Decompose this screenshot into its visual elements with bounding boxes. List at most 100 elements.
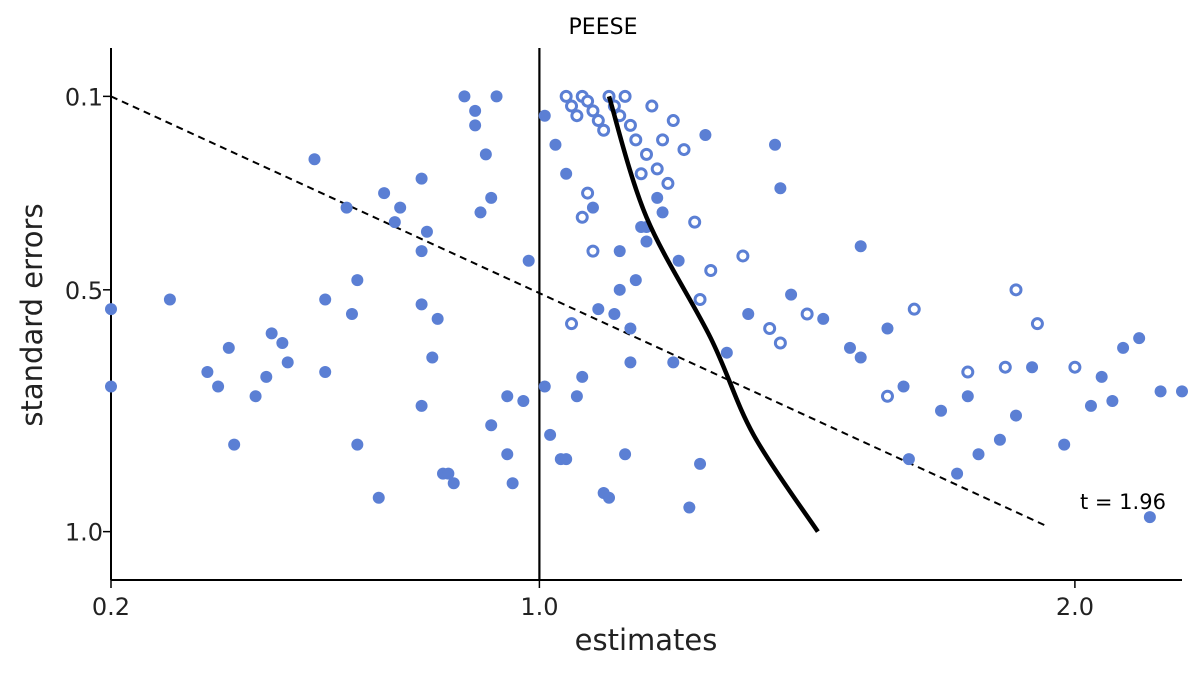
filled-point [1176,385,1188,398]
filled-point [972,448,985,461]
filled-point [1095,370,1108,383]
hollow-point [565,99,579,113]
filled-point [281,356,294,369]
filled-point [474,206,487,219]
hollow-point [880,389,894,403]
hollow-point [575,210,589,224]
x-tick-label: 2.0 [1056,593,1094,621]
hollow-point [591,114,605,128]
filled-point [431,312,444,325]
filled-point [951,467,964,480]
filled-point [479,148,492,161]
filled-point [613,283,626,296]
filled-point [538,380,551,393]
hollow-point [656,133,670,147]
filled-point [1106,395,1119,408]
hollow-point [618,89,632,103]
hollow-point [661,176,675,190]
filled-point [105,303,117,316]
filled-point [394,201,407,214]
axes [110,48,1182,581]
filled-point [544,428,557,441]
filled-point [201,366,214,379]
hollow-point [677,143,691,157]
hollow-point [907,302,921,316]
hollow-point [645,99,659,113]
filled-point [619,448,632,461]
hollow-point [581,186,595,200]
filled-point [447,477,460,490]
filled-point [249,390,262,403]
filled-point [522,254,535,267]
peese-curve-group [606,95,820,533]
filled-point [785,288,798,301]
hollow-point [1009,283,1023,297]
hollow-point [634,167,648,181]
y-tick-label: 1.0 [65,519,103,547]
filled-point [629,274,642,287]
filled-point [415,298,428,311]
filled-point [426,351,439,364]
filled-point [576,370,589,383]
filled-point [506,477,519,490]
filled-point [538,109,551,122]
hollow-point [565,317,579,331]
filled-point [105,380,117,393]
filled-point [163,293,176,306]
hollow-point [597,123,611,137]
filled-point [212,380,225,393]
chart-title: PEESE [569,15,638,40]
filled-point [560,167,573,180]
x-axis-title: estimates [575,623,718,657]
filled-point [1058,438,1071,451]
filled-point [854,240,867,253]
filled-point [501,448,514,461]
hollow-point [666,114,680,128]
hollow-point [693,292,707,306]
filled-point [228,438,241,451]
filled-point [415,172,428,185]
filled-point [340,201,353,214]
y-tick-label: 0.5 [65,277,103,305]
filled-point [351,274,364,287]
filled-point [769,138,782,151]
ticks: 0.2 1.0 2.0 0.1 0.5 1.0 [65,83,1094,621]
filled-point [656,206,669,219]
filled-point [993,433,1006,446]
hollow-point [640,147,653,161]
filled-point [592,303,605,316]
hollow-point [998,360,1012,374]
filled-point [699,129,712,142]
hollow-point [763,322,777,336]
filled-point [1133,332,1146,345]
filled-point [742,308,755,320]
filled-point [651,191,664,204]
filled-point [549,138,562,151]
significance-line [110,95,1049,528]
filled-point [774,182,787,195]
filled-point [1009,409,1022,422]
filled-point [469,104,482,117]
hollow-point [586,104,600,118]
filled-point [667,356,680,369]
filled-point [319,293,332,306]
peese-curve [606,95,820,533]
hollow-point [581,94,595,108]
filled-point [265,327,278,340]
y-tick-label: 0.1 [65,83,103,111]
filled-point [560,453,573,466]
filled-point [720,346,733,359]
filled-point [351,438,364,451]
filled-point [501,390,514,403]
hollow-point [773,336,787,350]
filled-point [372,491,385,504]
filled-point [442,467,455,480]
hollow-point [650,162,664,176]
hollow-point [586,244,600,258]
hollow-point [623,118,637,132]
x-tick-label: 0.2 [92,593,130,621]
hollow-point [800,307,814,321]
filled-point [1143,511,1156,524]
filled-point [843,341,856,354]
filled-point [1026,361,1039,374]
